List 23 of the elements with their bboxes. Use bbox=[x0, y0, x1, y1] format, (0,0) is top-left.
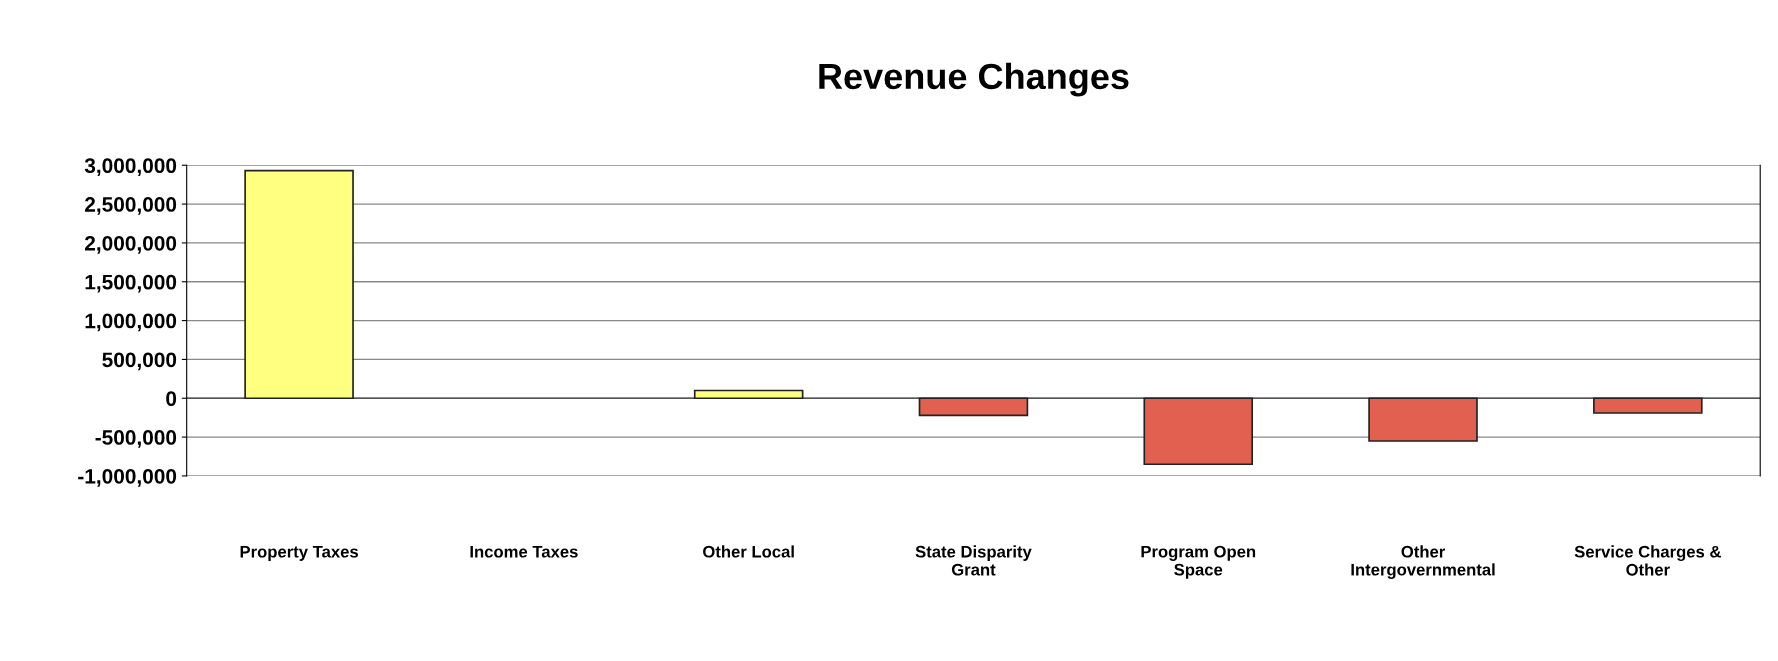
y-tick-label: 1,500,000 bbox=[85, 274, 177, 293]
x-tick-label: Other Intergovernmental bbox=[1351, 545, 1495, 579]
bar bbox=[918, 397, 1029, 417]
x-tick-label: Income Taxes bbox=[470, 545, 578, 558]
x-tick-label: Property Taxes bbox=[240, 545, 358, 561]
bar bbox=[1143, 397, 1254, 466]
y-tick-label: 1,000,000 bbox=[85, 313, 177, 332]
bar bbox=[693, 389, 804, 400]
y-tick-label: -500,000 bbox=[95, 430, 177, 448]
x-tick-label: State Disparity Grant bbox=[915, 545, 1032, 576]
y-tick-label: 3,000,000 bbox=[84, 158, 177, 177]
x-tick-label: Service Charges & Other bbox=[1574, 545, 1721, 576]
bar bbox=[1593, 397, 1703, 414]
bar bbox=[244, 169, 354, 400]
x-tick-label: Other Local bbox=[703, 545, 794, 558]
y-tick-label: 500,000 bbox=[102, 352, 177, 371]
y-tick-label: 2,500,000 bbox=[85, 197, 177, 215]
y-tick-label: 0 bbox=[166, 391, 177, 407]
y-tick-label: -1,000,000 bbox=[78, 468, 177, 487]
chart-title: Revenue Changes bbox=[819, 62, 1129, 97]
y-tick-label: 2,000,000 bbox=[85, 235, 177, 254]
x-tick-label: Program Open Space bbox=[1141, 545, 1256, 579]
bar bbox=[1368, 397, 1478, 442]
